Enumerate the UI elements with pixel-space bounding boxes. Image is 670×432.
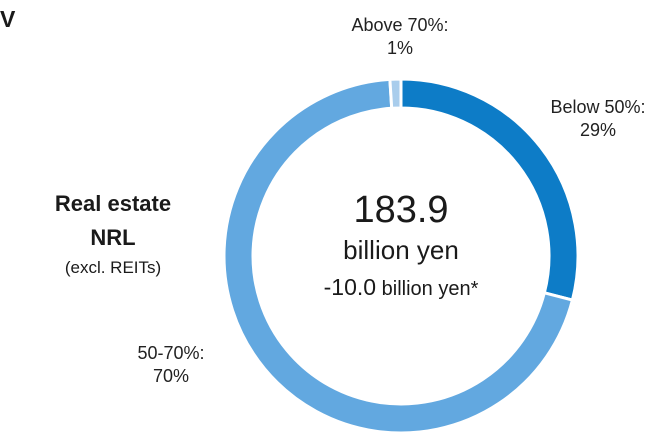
total-amount: 183.9 bbox=[353, 189, 449, 231]
label-below-50: Below 50%: 29% bbox=[528, 96, 668, 142]
label-below-50-value: 29% bbox=[579, 120, 617, 140]
donut-center: 183.9 billion yen -10.0 billion yen* bbox=[296, 188, 506, 308]
slice-50-70 bbox=[222, 77, 575, 432]
change-line: -10.0 billion yen* bbox=[296, 268, 506, 308]
label-above-70-name: Above 70%: bbox=[351, 15, 449, 35]
change-unit: billion yen* bbox=[381, 278, 479, 300]
total-unit: billion yen bbox=[343, 235, 459, 265]
segment-title-note: (excl. REITs) bbox=[64, 258, 162, 277]
segment-title-line2: NRL bbox=[90, 225, 136, 250]
label-50-70-value: 70% bbox=[152, 366, 190, 386]
slice-above-70 bbox=[388, 77, 403, 110]
label-50-70: 50-70%: 70% bbox=[106, 342, 236, 388]
label-50-70-name: 50-70%: bbox=[137, 343, 205, 363]
change-value: -10.0 bbox=[323, 274, 377, 300]
label-above-70-value: 1% bbox=[386, 38, 413, 58]
chart-heading: TV bbox=[0, 6, 16, 32]
segment-title-line1: Real estate bbox=[54, 191, 172, 216]
label-above-70: Above 70%: 1% bbox=[325, 14, 475, 60]
segment-title: Real estate NRL (excl. REITs) bbox=[20, 186, 206, 282]
label-below-50-name: Below 50%: bbox=[550, 97, 646, 117]
